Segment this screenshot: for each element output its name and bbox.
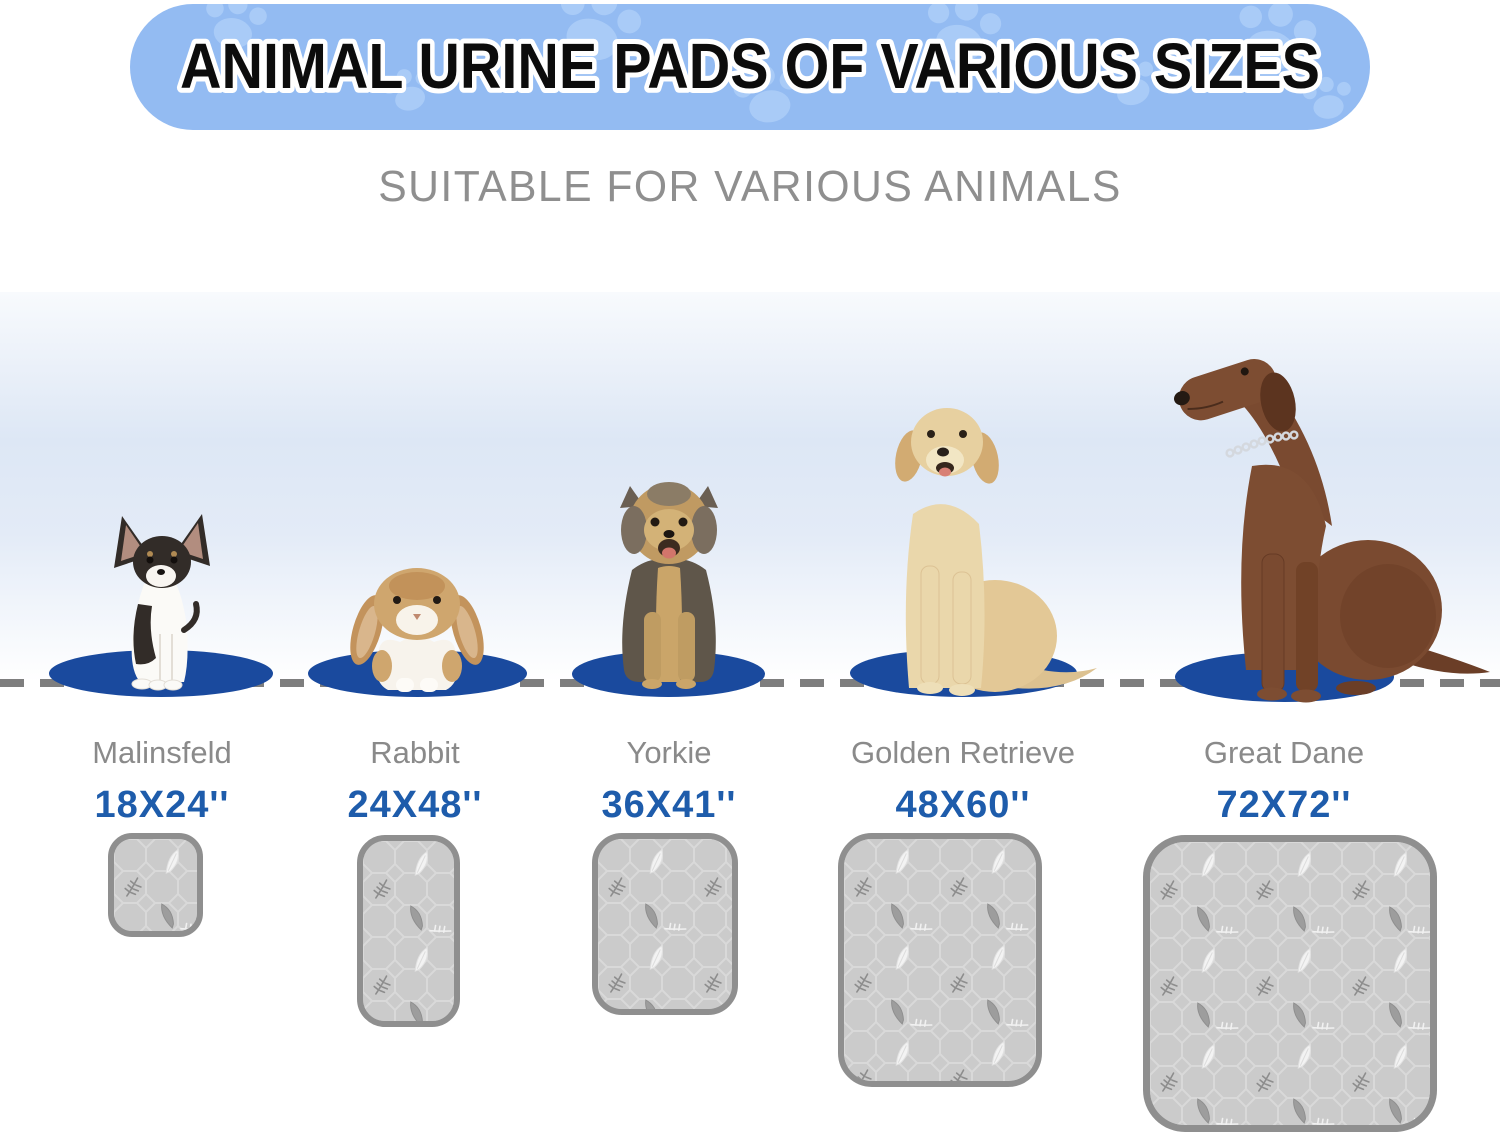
pad-size-label: 72X72''	[1216, 784, 1352, 826]
lop-rabbit-photo	[350, 568, 484, 692]
breed-label: Golden Retrieve	[850, 735, 1075, 770]
title-banner: ANIMAL URINE PADS OF VARIOUS SIZES	[130, 4, 1370, 130]
pad-size-label: 18X24''	[94, 784, 230, 826]
yorkie-photo	[620, 482, 718, 689]
chain-collar	[1225, 430, 1299, 458]
pad-size-label: 48X60''	[895, 784, 1031, 826]
banner-title: ANIMAL URINE PADS OF VARIOUS SIZES	[180, 30, 1320, 102]
pad-swatch-18x24	[108, 833, 203, 937]
breed-label: Yorkie	[626, 735, 712, 770]
breed-label: Rabbit	[370, 735, 460, 770]
pad-swatch-36x41	[592, 833, 738, 1015]
golden-retriever-photo	[895, 408, 1097, 696]
pad-swatch-72x72	[1143, 835, 1437, 1132]
subtitle: SUITABLE FOR VARIOUS ANIMALS	[378, 162, 1122, 211]
pad-size-label: 36X41''	[601, 784, 737, 826]
pad-swatch-48x60	[838, 833, 1042, 1087]
breed-label: Great Dane	[1203, 735, 1365, 770]
great-dane-photo	[1174, 359, 1490, 703]
pad-swatch-24x48	[357, 835, 460, 1027]
chihuahua-photo	[114, 514, 210, 691]
pad-size-label: 24X48''	[347, 784, 483, 826]
breed-label: Malinsfeld	[92, 735, 232, 770]
